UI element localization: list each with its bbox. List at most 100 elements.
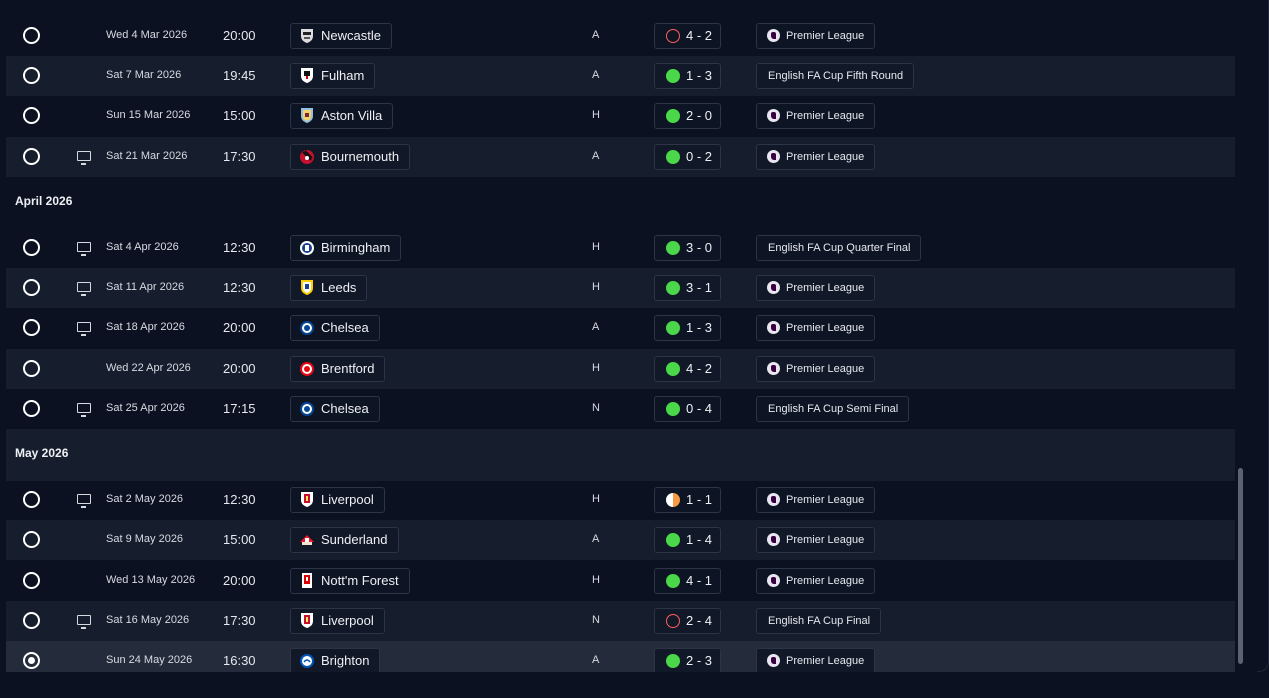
fixture-row[interactable]: Sat 25 Apr 2026 17:15 Chelsea N 0 - 4 En… xyxy=(6,389,1235,429)
select-radio[interactable] xyxy=(23,612,40,629)
fixture-row[interactable]: Wed 4 Mar 2026 20:00 Newcastle A 4 - 2 P… xyxy=(6,16,1235,56)
opponent-team[interactable]: Birmingham xyxy=(290,235,402,261)
result-badge[interactable]: 2 - 3 xyxy=(654,648,721,672)
result-badge[interactable]: 1 - 4 xyxy=(654,527,721,553)
select-radio[interactable] xyxy=(23,279,40,296)
score: 4 - 2 xyxy=(686,361,713,376)
competition-badge[interactable]: Premier League xyxy=(756,275,876,301)
scrollbar-thumb[interactable] xyxy=(1238,468,1243,664)
result-badge[interactable]: 2 - 4 xyxy=(654,608,721,634)
select-radio[interactable] xyxy=(23,239,40,256)
result-badge[interactable]: 1 - 1 xyxy=(654,487,721,513)
fixture-row[interactable]: Sat 4 Apr 2026 12:30 Birmingham H 3 - 0 … xyxy=(6,228,1235,268)
opponent-team[interactable]: Bournemouth xyxy=(290,144,411,170)
month-header: April 2026 xyxy=(6,177,1235,229)
opponent-team[interactable]: Sunderland xyxy=(290,527,399,553)
select-radio-checked[interactable] xyxy=(23,652,40,669)
score: 2 - 0 xyxy=(686,108,713,123)
select-radio[interactable] xyxy=(23,360,40,377)
competition-name: Premier League xyxy=(786,655,865,667)
fixture-row[interactable]: Wed 22 Apr 2026 20:00 Brentford H 4 - 2 … xyxy=(6,349,1235,389)
win-indicator-icon xyxy=(666,654,680,668)
team-name: Birmingham xyxy=(321,240,391,255)
fixture-row[interactable]: Sat 7 Mar 2026 19:45 Fulham A 1 - 3 Engl… xyxy=(6,56,1235,96)
fixture-row-selected[interactable]: Sun 24 May 2026 16:30 Brighton A 2 - 3 P… xyxy=(6,641,1235,672)
fixture-row[interactable]: Sat 18 Apr 2026 20:00 Chelsea A 1 - 3 Pr… xyxy=(6,308,1235,348)
competition-badge[interactable]: Premier League xyxy=(756,487,876,513)
select-radio[interactable] xyxy=(23,107,40,124)
opponent-team[interactable]: Brighton xyxy=(290,648,381,672)
competition-badge[interactable]: Premier League xyxy=(756,648,876,672)
result-badge[interactable]: 1 - 3 xyxy=(654,63,721,89)
fixture-time: 12:30 xyxy=(223,240,256,255)
fixture-row[interactable]: Wed 13 May 2026 20:00 Nott'm Forest H 4 … xyxy=(6,561,1235,601)
result-badge[interactable]: 3 - 1 xyxy=(654,275,721,301)
competition-badge[interactable]: English FA Cup Quarter Final xyxy=(756,235,922,261)
fixture-row[interactable]: Sat 2 May 2026 12:30 Liverpool H 1 - 1 P… xyxy=(6,480,1235,520)
competition-badge[interactable]: English FA Cup Fifth Round xyxy=(756,63,915,89)
fixture-date: Sat 4 Apr 2026 xyxy=(106,241,179,253)
result-badge[interactable]: 0 - 2 xyxy=(654,144,721,170)
opponent-team[interactable]: Leeds xyxy=(290,275,368,301)
venue: H xyxy=(592,241,600,253)
fixture-date: Sun 15 Mar 2026 xyxy=(106,109,191,121)
nottm-forest-crest-icon xyxy=(302,573,312,588)
fixture-date: Sat 25 Apr 2026 xyxy=(106,402,185,414)
opponent-team[interactable]: Brentford xyxy=(290,356,386,382)
competition-badge[interactable]: Premier League xyxy=(756,527,876,553)
competition-badge[interactable]: Premier League xyxy=(756,568,876,594)
select-radio[interactable] xyxy=(23,572,40,589)
opponent-team[interactable]: Nott'm Forest xyxy=(290,568,410,594)
select-radio[interactable] xyxy=(23,491,40,508)
fixture-row[interactable]: Sat 21 Mar 2026 17:30 Bournemouth A 0 - … xyxy=(6,137,1235,177)
competition-badge[interactable]: English FA Cup Final xyxy=(756,608,882,634)
result-badge[interactable]: 4 - 2 xyxy=(654,356,721,382)
result-badge[interactable]: 4 - 1 xyxy=(654,568,721,594)
select-radio[interactable] xyxy=(23,400,40,417)
fixture-time: 17:15 xyxy=(223,401,256,416)
competition-badge[interactable]: Premier League xyxy=(756,356,876,382)
opponent-team[interactable]: Aston Villa xyxy=(290,103,394,129)
tv-broadcast-icon xyxy=(77,403,91,417)
competition-badge[interactable]: English FA Cup Semi Final xyxy=(756,396,910,422)
select-radio[interactable] xyxy=(23,319,40,336)
fixture-time: 19:45 xyxy=(223,68,256,83)
fixture-time: 15:00 xyxy=(223,108,256,123)
fixture-time: 20:00 xyxy=(223,28,256,43)
result-badge[interactable]: 0 - 4 xyxy=(654,396,721,422)
result-badge[interactable]: 4 - 2 xyxy=(654,23,721,49)
select-radio[interactable] xyxy=(23,531,40,548)
competition-badge[interactable]: Premier League xyxy=(756,144,876,170)
score: 1 - 3 xyxy=(686,320,713,335)
opponent-team[interactable]: Newcastle xyxy=(290,23,392,49)
score: 1 - 1 xyxy=(686,492,713,507)
result-badge[interactable]: 1 - 3 xyxy=(654,315,721,341)
select-radio[interactable] xyxy=(23,27,40,44)
premier-league-icon xyxy=(767,150,780,163)
select-radio[interactable] xyxy=(23,67,40,84)
competition-name: English FA Cup Quarter Final xyxy=(768,242,911,254)
result-badge[interactable]: 2 - 0 xyxy=(654,103,721,129)
fixture-time: 17:30 xyxy=(223,149,256,164)
venue: A xyxy=(592,150,600,162)
opponent-team[interactable]: Fulham xyxy=(290,63,376,89)
team-name: Nott'm Forest xyxy=(321,573,399,588)
team-name: Fulham xyxy=(321,68,365,83)
fixture-row[interactable]: Sat 11 Apr 2026 12:30 Leeds H 3 - 1 Prem… xyxy=(6,268,1235,308)
fixture-row[interactable]: Sat 16 May 2026 17:30 Liverpool N 2 - 4 … xyxy=(6,601,1235,641)
competition-badge[interactable]: Premier League xyxy=(756,315,876,341)
competition-badge[interactable]: Premier League xyxy=(756,23,876,49)
venue: A xyxy=(592,29,600,41)
fixture-row[interactable]: Sat 9 May 2026 15:00 Sunderland A 1 - 4 … xyxy=(6,520,1235,560)
premier-league-icon xyxy=(767,493,780,506)
opponent-team[interactable]: Chelsea xyxy=(290,396,380,422)
fixture-row[interactable]: Sun 15 Mar 2026 15:00 Aston Villa H 2 - … xyxy=(6,96,1235,136)
opponent-team[interactable]: Chelsea xyxy=(290,315,380,341)
fixtures-list: Wed 4 Mar 2026 20:00 Newcastle A 4 - 2 P… xyxy=(6,0,1235,672)
select-radio[interactable] xyxy=(23,148,40,165)
brentford-crest-icon xyxy=(300,362,314,376)
result-badge[interactable]: 3 - 0 xyxy=(654,235,721,261)
opponent-team[interactable]: Liverpool xyxy=(290,487,385,513)
opponent-team[interactable]: Liverpool xyxy=(290,608,385,634)
competition-badge[interactable]: Premier League xyxy=(756,103,876,129)
